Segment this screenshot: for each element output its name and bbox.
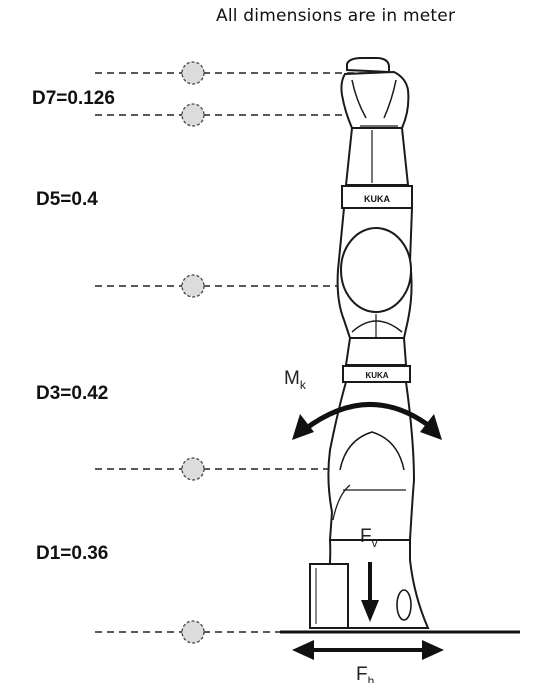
robot-flange bbox=[346, 57, 390, 74]
moment-arrow bbox=[292, 402, 442, 440]
joint-marker-d3 bbox=[181, 457, 205, 481]
joint-marker-d1 bbox=[181, 620, 205, 644]
horizontal-force-label: Fh bbox=[356, 664, 374, 683]
dimension-label-d1: D1=0.36 bbox=[36, 543, 109, 564]
robot-link-upper bbox=[344, 127, 410, 186]
joint-marker-d5 bbox=[181, 274, 205, 298]
joint-reference-lines bbox=[95, 72, 380, 633]
robot-base-port-right bbox=[396, 589, 412, 621]
moment-label: Mk bbox=[284, 368, 307, 392]
joint-markers bbox=[181, 61, 205, 644]
robot-joint-ellipse bbox=[340, 227, 412, 313]
robot-link-lower bbox=[344, 337, 408, 366]
dimension-label-d7: D7=0.126 bbox=[32, 88, 115, 109]
units-note: All dimensions are in meter bbox=[216, 6, 456, 26]
dimension-label-d5: D5=0.4 bbox=[36, 189, 98, 210]
robot-arm bbox=[309, 57, 430, 629]
joint-marker-d7 bbox=[181, 103, 205, 127]
dimension-label-d3: D3=0.42 bbox=[36, 383, 109, 404]
horizontal-force-arrow bbox=[292, 640, 444, 660]
brand-text-lower: KUKA bbox=[365, 371, 388, 380]
vertical-force-arrow bbox=[361, 562, 379, 622]
brand-text-upper: KUKA bbox=[364, 194, 390, 204]
vertical-force-label: Fv bbox=[360, 526, 378, 550]
joint-marker-top bbox=[181, 61, 205, 85]
